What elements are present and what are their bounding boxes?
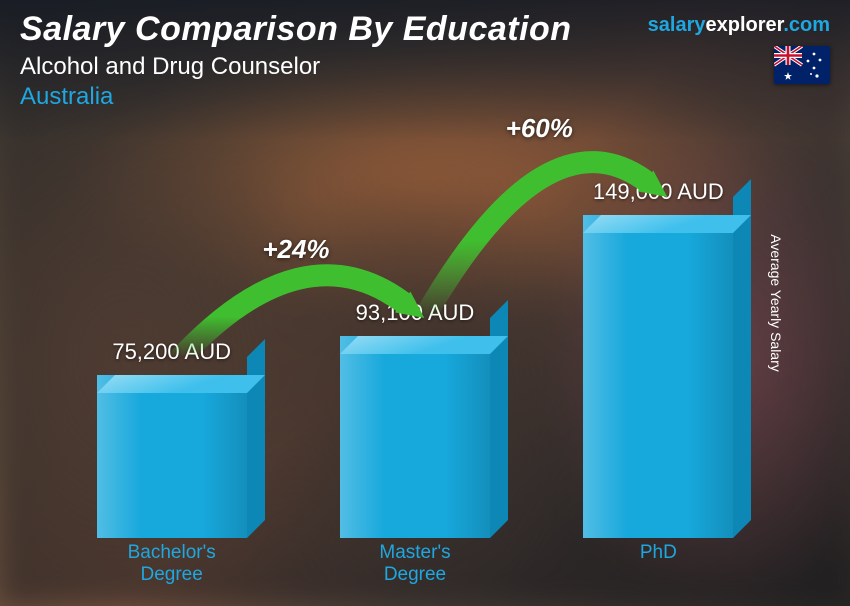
country-flag-icon [774,46,830,84]
brand-part3: .com [783,14,830,36]
category-labels: Bachelor's Degree Master's Degree PhD [50,538,780,588]
category-label: Master's Degree [320,538,510,588]
increase-label: +24% [262,234,329,265]
page-subtitle: Alcohol and Drug Counselor [20,53,830,81]
country-label: Australia [20,83,830,111]
brand-part2: explorer [705,14,783,36]
category-label: Bachelor's Degree [77,538,267,588]
y-axis-label: Average Yearly Salary [767,234,783,372]
brand-part1: salary [648,14,706,36]
bar-front-face [97,375,247,538]
bar [97,375,247,538]
increase-label: +60% [506,113,573,144]
bar-side-face [733,179,751,538]
increase-arc: +60% [394,87,697,358]
brand-logo: salaryexplorer.com [648,14,830,37]
category-label: PhD [563,538,753,588]
